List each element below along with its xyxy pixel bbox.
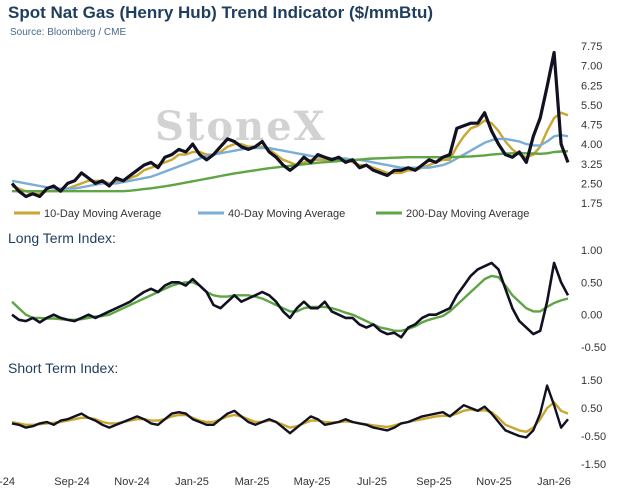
x-tick-label: Nov-24 <box>114 476 149 488</box>
series-long-index <box>11 261 570 339</box>
short-ytick-label: 0.50 <box>581 403 602 415</box>
x-tick-label: Mar-25 <box>235 476 270 488</box>
price-ytick-label: 7.00 <box>581 61 602 73</box>
long-term-panel: 1.00 0.50 0.00 -0.50 <box>11 245 606 354</box>
short-ytick-label: -1.50 <box>581 459 606 471</box>
legend-label-ma40: 40-Day Moving Average <box>228 208 345 220</box>
x-tick-label: Sep-25 <box>416 476 451 488</box>
x-tick-label: Jul-25 <box>357 476 387 488</box>
short-ytick-label: -0.50 <box>581 431 606 443</box>
price-ytick-label: 6.25 <box>581 80 602 92</box>
series-ma200 <box>12 150 569 193</box>
x-axis: Jul-24 Sep-24 Nov-24 Jan-25 Mar-25 May-25 Jul-… <box>0 476 571 488</box>
price-ytick-label: 2.50 <box>581 178 602 190</box>
legend-label-ma200: 200-Day Moving Average <box>406 208 529 220</box>
long-term-index-label: Long Term Index: <box>8 230 116 246</box>
long-ytick-label: 0.50 <box>581 277 602 289</box>
source-note: Source: Bloomberg / CME <box>10 27 127 38</box>
long-ytick-label: 1.00 <box>581 245 602 257</box>
stonex-watermark: StoneX <box>155 103 327 150</box>
price-ytick-label: 5.50 <box>581 100 602 112</box>
legend: 10-Day Moving Average 40-Day Moving Aver… <box>14 208 529 220</box>
series-short-index <box>11 384 569 439</box>
x-tick-label: Jan-26 <box>537 476 571 488</box>
price-ytick-label: 4.00 <box>581 139 602 151</box>
long-ytick-label: -0.50 <box>581 342 606 354</box>
long-ytick-label: 0.00 <box>581 310 602 322</box>
price-ytick-label: 7.75 <box>581 41 602 53</box>
short-term-index-label: Short Term Index: <box>8 360 119 376</box>
x-tick-label: Nov-25 <box>476 476 511 488</box>
short-ytick-label: 1.50 <box>581 375 602 387</box>
chart-title: Spot Nat Gas (Henry Hub) Trend Indicator… <box>8 3 434 22</box>
series-price <box>10 50 570 199</box>
x-tick-label: Sep-24 <box>54 476 89 488</box>
x-tick-label: Jul-24 <box>0 476 15 488</box>
short-term-panel: 1.50 0.50 -0.50 -1.50 <box>11 375 606 471</box>
series-long-smooth <box>11 274 569 332</box>
x-tick-label: May-25 <box>294 476 331 488</box>
legend-label-ma10: 10-Day Moving Average <box>44 208 161 220</box>
price-ytick-label: 3.25 <box>581 159 602 171</box>
price-ytick-label: 4.75 <box>581 120 602 132</box>
x-tick-label: Jan-25 <box>175 476 209 488</box>
price-panel: 7.75 7.00 6.25 5.50 4.75 4.00 3.25 2.50 1.75 <box>10 41 602 210</box>
price-ytick-label: 1.75 <box>581 198 602 210</box>
